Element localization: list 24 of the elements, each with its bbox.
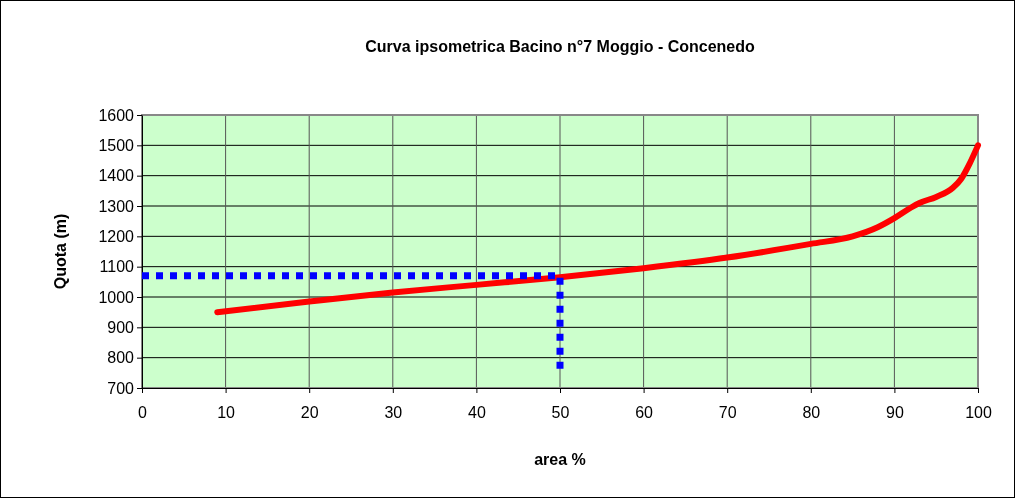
x-tick-label: 0: [138, 404, 148, 422]
x-tick-label: 20: [300, 404, 319, 422]
x-tick-label: 30: [384, 404, 403, 422]
x-axis-title: area %: [534, 451, 586, 468]
y-tick-label: 700: [107, 379, 135, 397]
x-tick-label: 70: [718, 404, 737, 422]
y-tick-label: 800: [107, 349, 135, 367]
y-tick-label: 1600: [98, 106, 135, 124]
x-tick-label: 10: [217, 404, 236, 422]
y-tick-label: 1000: [98, 288, 135, 306]
y-tick-label: 900: [107, 318, 135, 336]
y-tick-label: 1500: [98, 136, 135, 154]
x-tick-label: 80: [802, 404, 821, 422]
y-tick-label: 1400: [98, 167, 135, 185]
chart-title: Curva ipsometrica Bacino n°7 Moggio - Concenedo: [365, 38, 756, 55]
x-tick-label: 60: [635, 404, 654, 422]
x-tick-label: 50: [551, 404, 570, 422]
x-tick-label: 40: [468, 404, 486, 422]
x-tick-label: 90: [886, 404, 904, 422]
y-tick-label: 1300: [98, 197, 135, 215]
y-tick-label: 1100: [99, 258, 135, 276]
x-tick-label: 100: [965, 404, 992, 422]
y-axis-title: Quota (m): [52, 213, 69, 290]
y-tick-label: 1200: [98, 227, 135, 245]
